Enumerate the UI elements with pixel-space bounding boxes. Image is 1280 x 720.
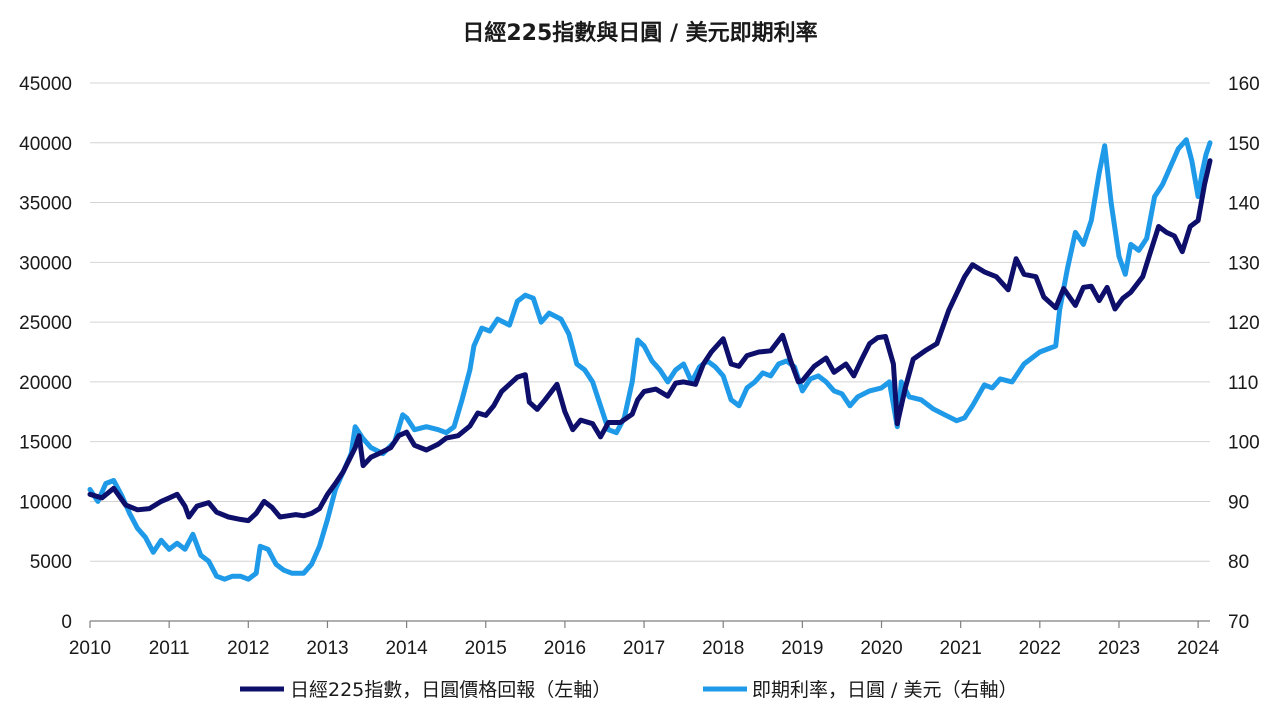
x-tick-label: 2011 <box>149 638 190 659</box>
y-left-tick-label: 45000 <box>19 74 72 95</box>
left-axis-ticks: 0 5000 10000 15000 20000 25000 30000 35000 40000… <box>19 74 72 633</box>
x-tick-label: 2012 <box>227 638 269 659</box>
y-right-tick-label: 110 <box>1228 373 1258 394</box>
right-axis-ticks: 70 80 90 100 110 120 130 140 150 160 <box>1228 74 1260 633</box>
x-tick-label: 2013 <box>306 638 348 659</box>
y-left-tick-label: 5000 <box>30 552 72 573</box>
y-right-tick-label: 80 <box>1228 552 1249 573</box>
series-line-nikkei <box>87 158 1213 524</box>
x-tick-label: 2014 <box>385 638 428 659</box>
x-tick-label: 2018 <box>702 638 744 659</box>
y-right-tick-label: 160 <box>1228 74 1260 95</box>
y-left-tick-label: 20000 <box>19 373 72 394</box>
y-left-tick-label: 35000 <box>19 194 72 215</box>
y-left-tick-label: 40000 <box>19 134 72 155</box>
legend-label-nikkei: 日經225指數，日圓價格回報（左軸） <box>290 679 611 701</box>
x-tick-label: 2016 <box>544 638 586 659</box>
legend-label-usdjpy: 即期利率，日圓 / 美元（右軸） <box>752 679 1017 701</box>
x-axis-ticks: 2010 2011 2012 2013 2014 2015 2016 2017 2018 2019… <box>69 621 1220 659</box>
x-tick-label: 2021 <box>940 638 982 659</box>
y-right-tick-label: 140 <box>1228 194 1260 215</box>
x-tick-label: 2019 <box>781 638 823 659</box>
y-left-tick-label: 25000 <box>19 313 72 334</box>
x-tick-label: 2010 <box>69 638 111 659</box>
x-tick-label: 2023 <box>1098 638 1140 659</box>
y-left-tick-label: 0 <box>61 612 72 633</box>
x-tick-label: 2024 <box>1177 638 1220 659</box>
x-tick-label: 2020 <box>860 638 902 659</box>
y-right-tick-label: 150 <box>1228 134 1260 155</box>
y-right-tick-label: 100 <box>1228 433 1260 454</box>
series-line-usdjpy <box>87 137 1213 582</box>
legend: 日經225指數，日圓價格回報（左軸） 即期利率，日圓 / 美元（右軸） <box>240 679 1017 701</box>
series-layer <box>87 137 1213 582</box>
y-left-tick-label: 10000 <box>19 492 72 513</box>
y-right-tick-label: 90 <box>1228 492 1249 513</box>
y-left-tick-label: 15000 <box>19 433 72 454</box>
gridlines <box>90 82 1210 562</box>
y-right-tick-label: 70 <box>1228 612 1249 633</box>
x-tick-label: 2015 <box>465 638 507 659</box>
x-tick-label: 2022 <box>1019 638 1061 659</box>
y-left-tick-label: 30000 <box>19 253 72 274</box>
y-right-tick-label: 120 <box>1228 313 1260 334</box>
chart-title: 日經225指數與日圓 / 美元即期利率 <box>462 20 817 46</box>
y-right-tick-label: 130 <box>1228 253 1260 274</box>
x-tick-label: 2017 <box>623 638 665 659</box>
